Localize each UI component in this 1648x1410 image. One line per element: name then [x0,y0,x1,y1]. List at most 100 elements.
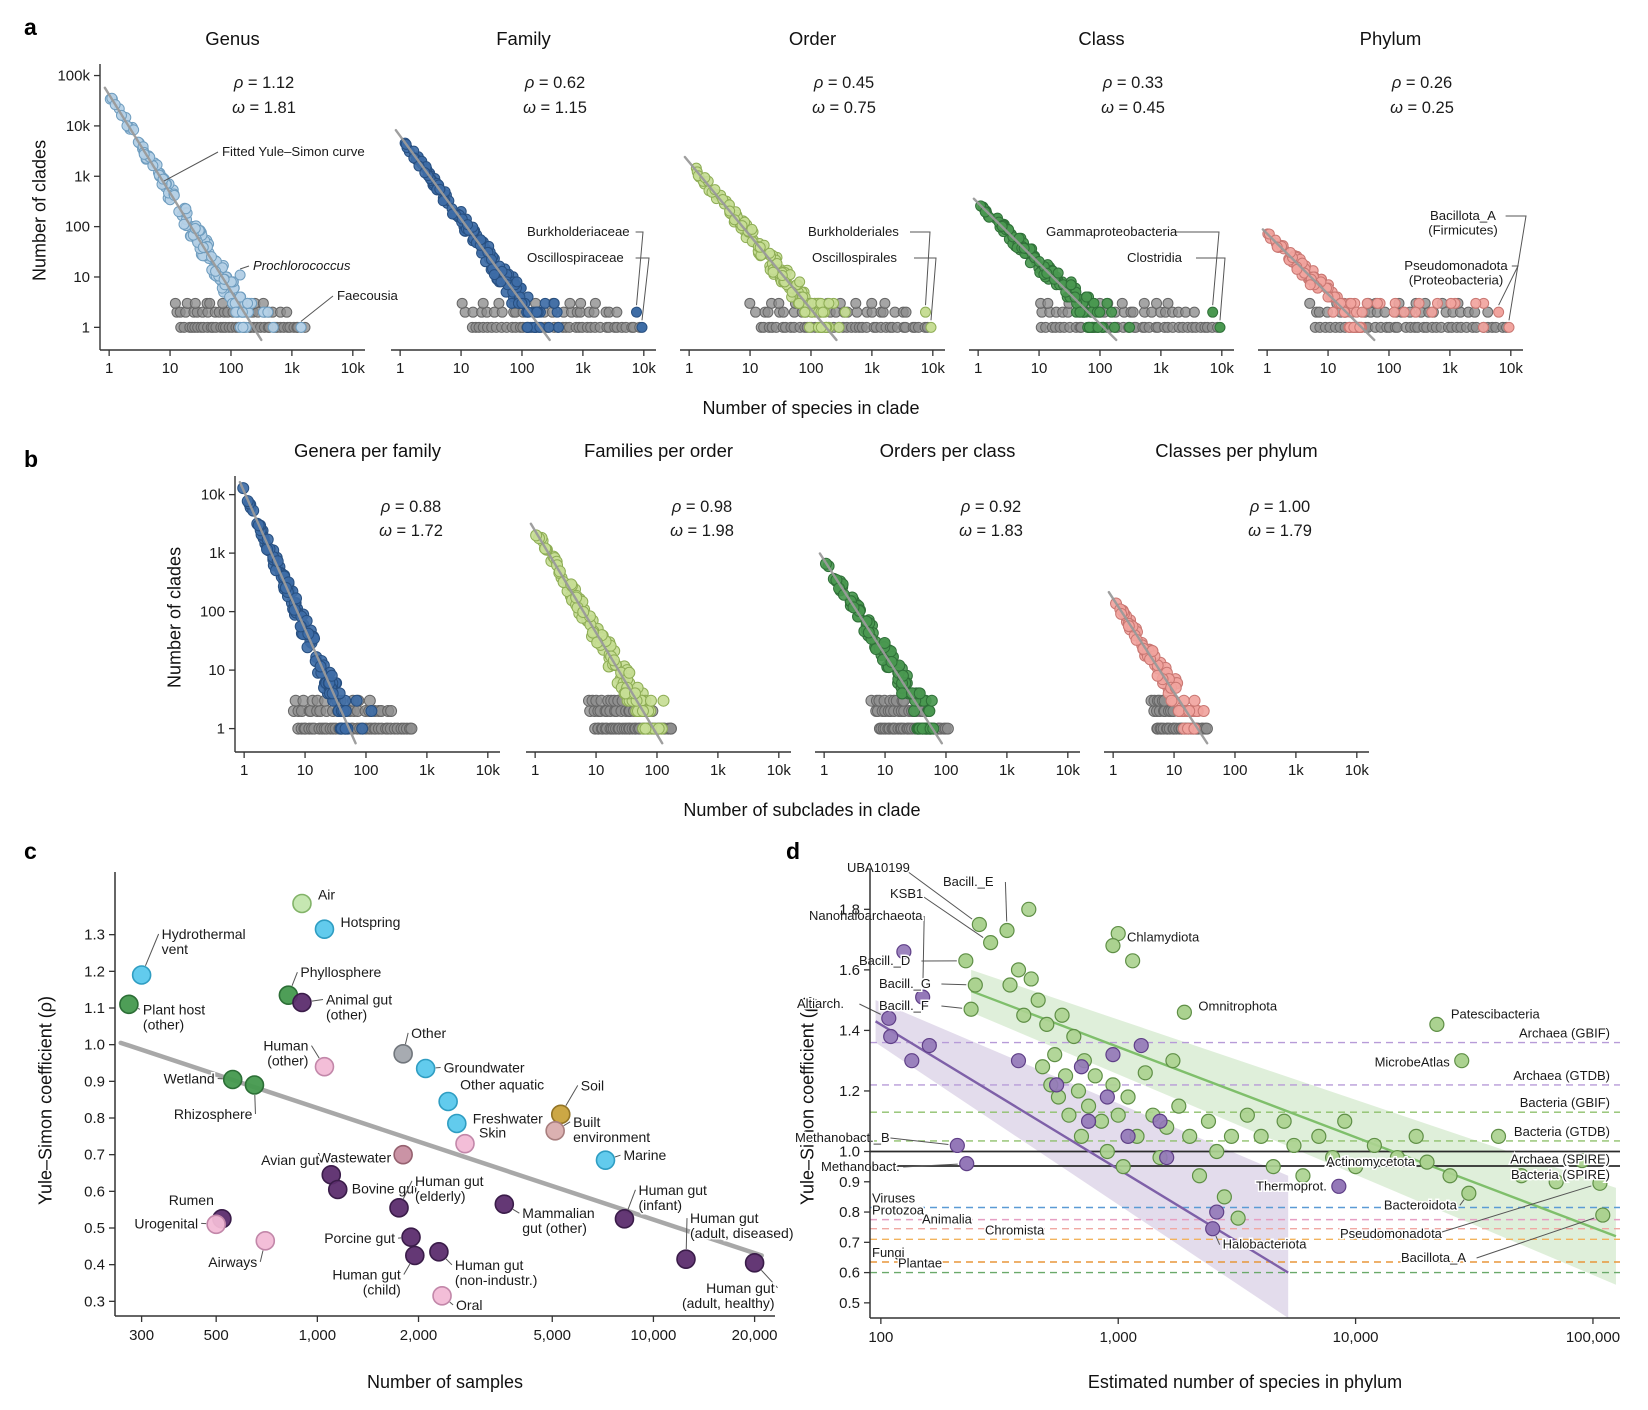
svg-text:10k: 10k [341,360,366,377]
svg-text:1k: 1k [419,762,435,779]
svg-text:1: 1 [217,721,225,738]
svg-text:1.8: 1.8 [839,901,860,918]
svg-text:100: 100 [200,604,225,621]
svg-text:Air: Air [318,887,335,903]
svg-text:Human gut: Human gut [415,1173,484,1189]
svg-text:100: 100 [1087,360,1112,377]
svg-text:0.9: 0.9 [839,1174,860,1191]
svg-text:10k: 10k [1210,360,1235,377]
svg-text:Plantae: Plantae [898,1256,942,1271]
svg-text:100,000: 100,000 [1566,1329,1620,1346]
svg-text:1.2: 1.2 [84,963,105,980]
svg-text:(non-industr.): (non-industr.) [455,1272,537,1288]
svg-text:500: 500 [204,1327,229,1344]
svg-text:Bacteroidota: Bacteroidota [1384,1197,1458,1212]
svg-text:1: 1 [396,360,404,377]
svg-text:Marine: Marine [623,1147,666,1163]
svg-text:ω = 1.79: ω = 1.79 [1248,522,1312,540]
svg-text:Animalia: Animalia [922,1212,973,1227]
svg-text:100k: 100k [57,68,90,85]
svg-text:Airways: Airways [208,1254,257,1270]
svg-text:1.0: 1.0 [84,1037,105,1054]
svg-text:0.7: 0.7 [84,1147,105,1164]
svg-text:1: 1 [974,360,982,377]
panel-b-title-families-per-order: Families per order [583,440,734,461]
svg-text:Faecousia: Faecousia [337,288,399,303]
environment-rho-scatter-chart: 300 500 1,000 2,000 5,000 10,000 20,000 0.3 0.4 0… [84,872,795,1344]
svg-text:10k: 10k [1499,360,1524,377]
svg-text:1,000: 1,000 [1099,1329,1137,1346]
svg-text:ρ = 1.00: ρ = 1.00 [1249,498,1310,516]
panel-a-title-phylum: Phylum [1359,28,1422,49]
class-distribution-chart: 1 10 100 1k 10k Gammaproteobacteria Clostridia… [969,74,1235,377]
svg-text:Viruses: Viruses [872,1191,916,1206]
phylum-distribution-chart: 1 10 100 1k 10k Bacillota_A(Firmicutes) Pseudo… [1258,74,1527,377]
svg-text:ω = 1.98: ω = 1.98 [670,522,734,540]
svg-text:1k: 1k [575,360,591,377]
svg-text:Bacteria (GBIF): Bacteria (GBIF) [1520,1095,1610,1110]
svg-text:Archaea (GTDB): Archaea (GTDB) [1513,1068,1610,1083]
svg-text:1.3: 1.3 [84,927,105,944]
svg-text:Archaea (SPIRE): Archaea (SPIRE) [1510,1152,1610,1167]
svg-text:Bovine gut: Bovine gut [352,1181,418,1197]
svg-text:Pseudomonadota: Pseudomonadota [1404,258,1508,273]
svg-text:Plant host: Plant host [143,1001,205,1017]
svg-text:Methanobact.: Methanobact. [821,1159,900,1174]
svg-text:UBA10199: UBA10199 [847,860,910,875]
panel-a-x-axis-label: Number of species in clade [702,398,920,418]
svg-text:ω = 1.83: ω = 1.83 [959,522,1023,540]
svg-text:300: 300 [129,1327,154,1344]
genera-per-family-chart: 1 10 100 1k 10k 1 10 100 1k 10k ρ = 0.88 ω = 1.72 [200,476,500,779]
svg-text:Archaea (GBIF): Archaea (GBIF) [1519,1026,1610,1041]
svg-text:ω = 0.25: ω = 0.25 [1390,99,1454,117]
panel-a-title-genus: Genus [205,28,260,49]
svg-text:Chlamydiota: Chlamydiota [1127,930,1200,945]
svg-text:10k: 10k [66,118,91,135]
panel-c-x-axis-label: Number of samples [366,1372,524,1392]
svg-text:(other): (other) [267,1053,308,1069]
svg-text:Protozoa: Protozoa [872,1203,925,1218]
svg-text:1.4: 1.4 [839,1022,860,1039]
svg-text:10,000: 10,000 [1333,1329,1379,1346]
svg-text:Hydrothermal: Hydrothermal [162,926,246,942]
svg-text:Mammalian: Mammalian [522,1205,594,1221]
svg-text:Freshwater: Freshwater [473,1111,543,1127]
svg-text:Burkholderiales: Burkholderiales [808,224,899,239]
svg-text:100: 100 [1222,762,1247,779]
svg-text:10: 10 [73,269,90,286]
svg-text:1k: 1k [209,545,225,562]
svg-text:1: 1 [531,762,539,779]
svg-text:1: 1 [820,762,828,779]
svg-text:Bacteria (SPIRE): Bacteria (SPIRE) [1511,1167,1610,1182]
svg-text:ρ = 0.26: ρ = 0.26 [1391,74,1452,92]
svg-text:Human gut: Human gut [455,1257,524,1273]
svg-text:1.1: 1.1 [84,1000,105,1017]
svg-text:0.4: 0.4 [84,1257,105,1274]
family-distribution-chart: 1 10 100 1k 10k Burkholderiaceae Oscillospirac… [391,74,656,377]
svg-text:ω = 1.72: ω = 1.72 [379,522,443,540]
svg-text:Human: Human [263,1038,308,1054]
svg-text:Human gut: Human gut [638,1182,707,1198]
svg-text:0.5: 0.5 [839,1295,860,1312]
svg-text:100: 100 [65,219,90,236]
panel-b-title-orders-per-class: Orders per class [879,440,1016,461]
svg-text:ω = 0.45: ω = 0.45 [1101,99,1165,117]
svg-text:5,000: 5,000 [533,1327,571,1344]
svg-text:ρ = 0.92: ρ = 0.92 [960,498,1021,516]
svg-text:10k: 10k [1056,762,1081,779]
svg-text:Animal gut: Animal gut [326,992,392,1008]
svg-text:Avian gut: Avian gut [261,1152,319,1168]
svg-text:Altiarch.: Altiarch. [797,996,844,1011]
svg-text:Burkholderiaceae: Burkholderiaceae [527,224,630,239]
svg-text:1k: 1k [1153,360,1169,377]
svg-text:1k: 1k [1288,762,1304,779]
svg-text:Nanohaloarchaeota: Nanohaloarchaeota [809,908,923,923]
svg-text:Fitted Yule–Simon curve: Fitted Yule–Simon curve [222,144,365,159]
classes-per-phylum-chart: 1 10 100 1k 10k ρ = 1.00 ω = 1.79 [1104,498,1369,779]
svg-text:10: 10 [1031,360,1048,377]
svg-text:10: 10 [453,360,470,377]
svg-text:Urogenital: Urogenital [134,1215,198,1231]
svg-text:10: 10 [162,360,179,377]
phylum-rho-scatter-chart: UBA10199 KSB1 Bacill._E Nanohaloarchaeota Ba… [794,859,1621,1347]
